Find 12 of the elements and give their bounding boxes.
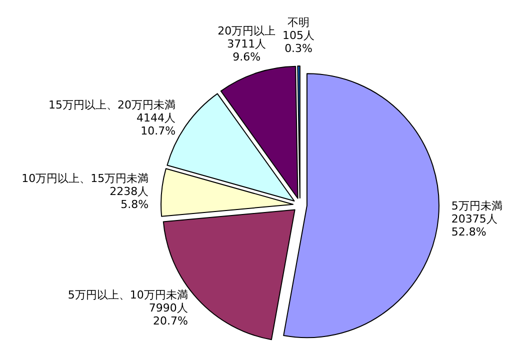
slice-label: 5万円未満 — [451, 200, 502, 213]
data-label: 3711人 9.6% — [227, 38, 266, 64]
slice-label: 10万円以上、15万円未満 — [22, 172, 149, 186]
data-label: 2238人 5.8% — [110, 185, 149, 212]
data-label: 105人 0.3% — [282, 29, 315, 56]
data-label: 20375人 52.8% — [451, 212, 498, 239]
slice-label: 不明 — [288, 16, 310, 30]
slice-label: 15万円以上、20万円未満 — [48, 98, 176, 112]
slice-label: 5万円以上、10万円未満 — [68, 288, 188, 302]
data-label: 4144人 10.7% — [136, 112, 176, 138]
data-label: 7990人 20.7% — [148, 302, 188, 328]
slice-label: 20万円以上 — [218, 24, 276, 38]
